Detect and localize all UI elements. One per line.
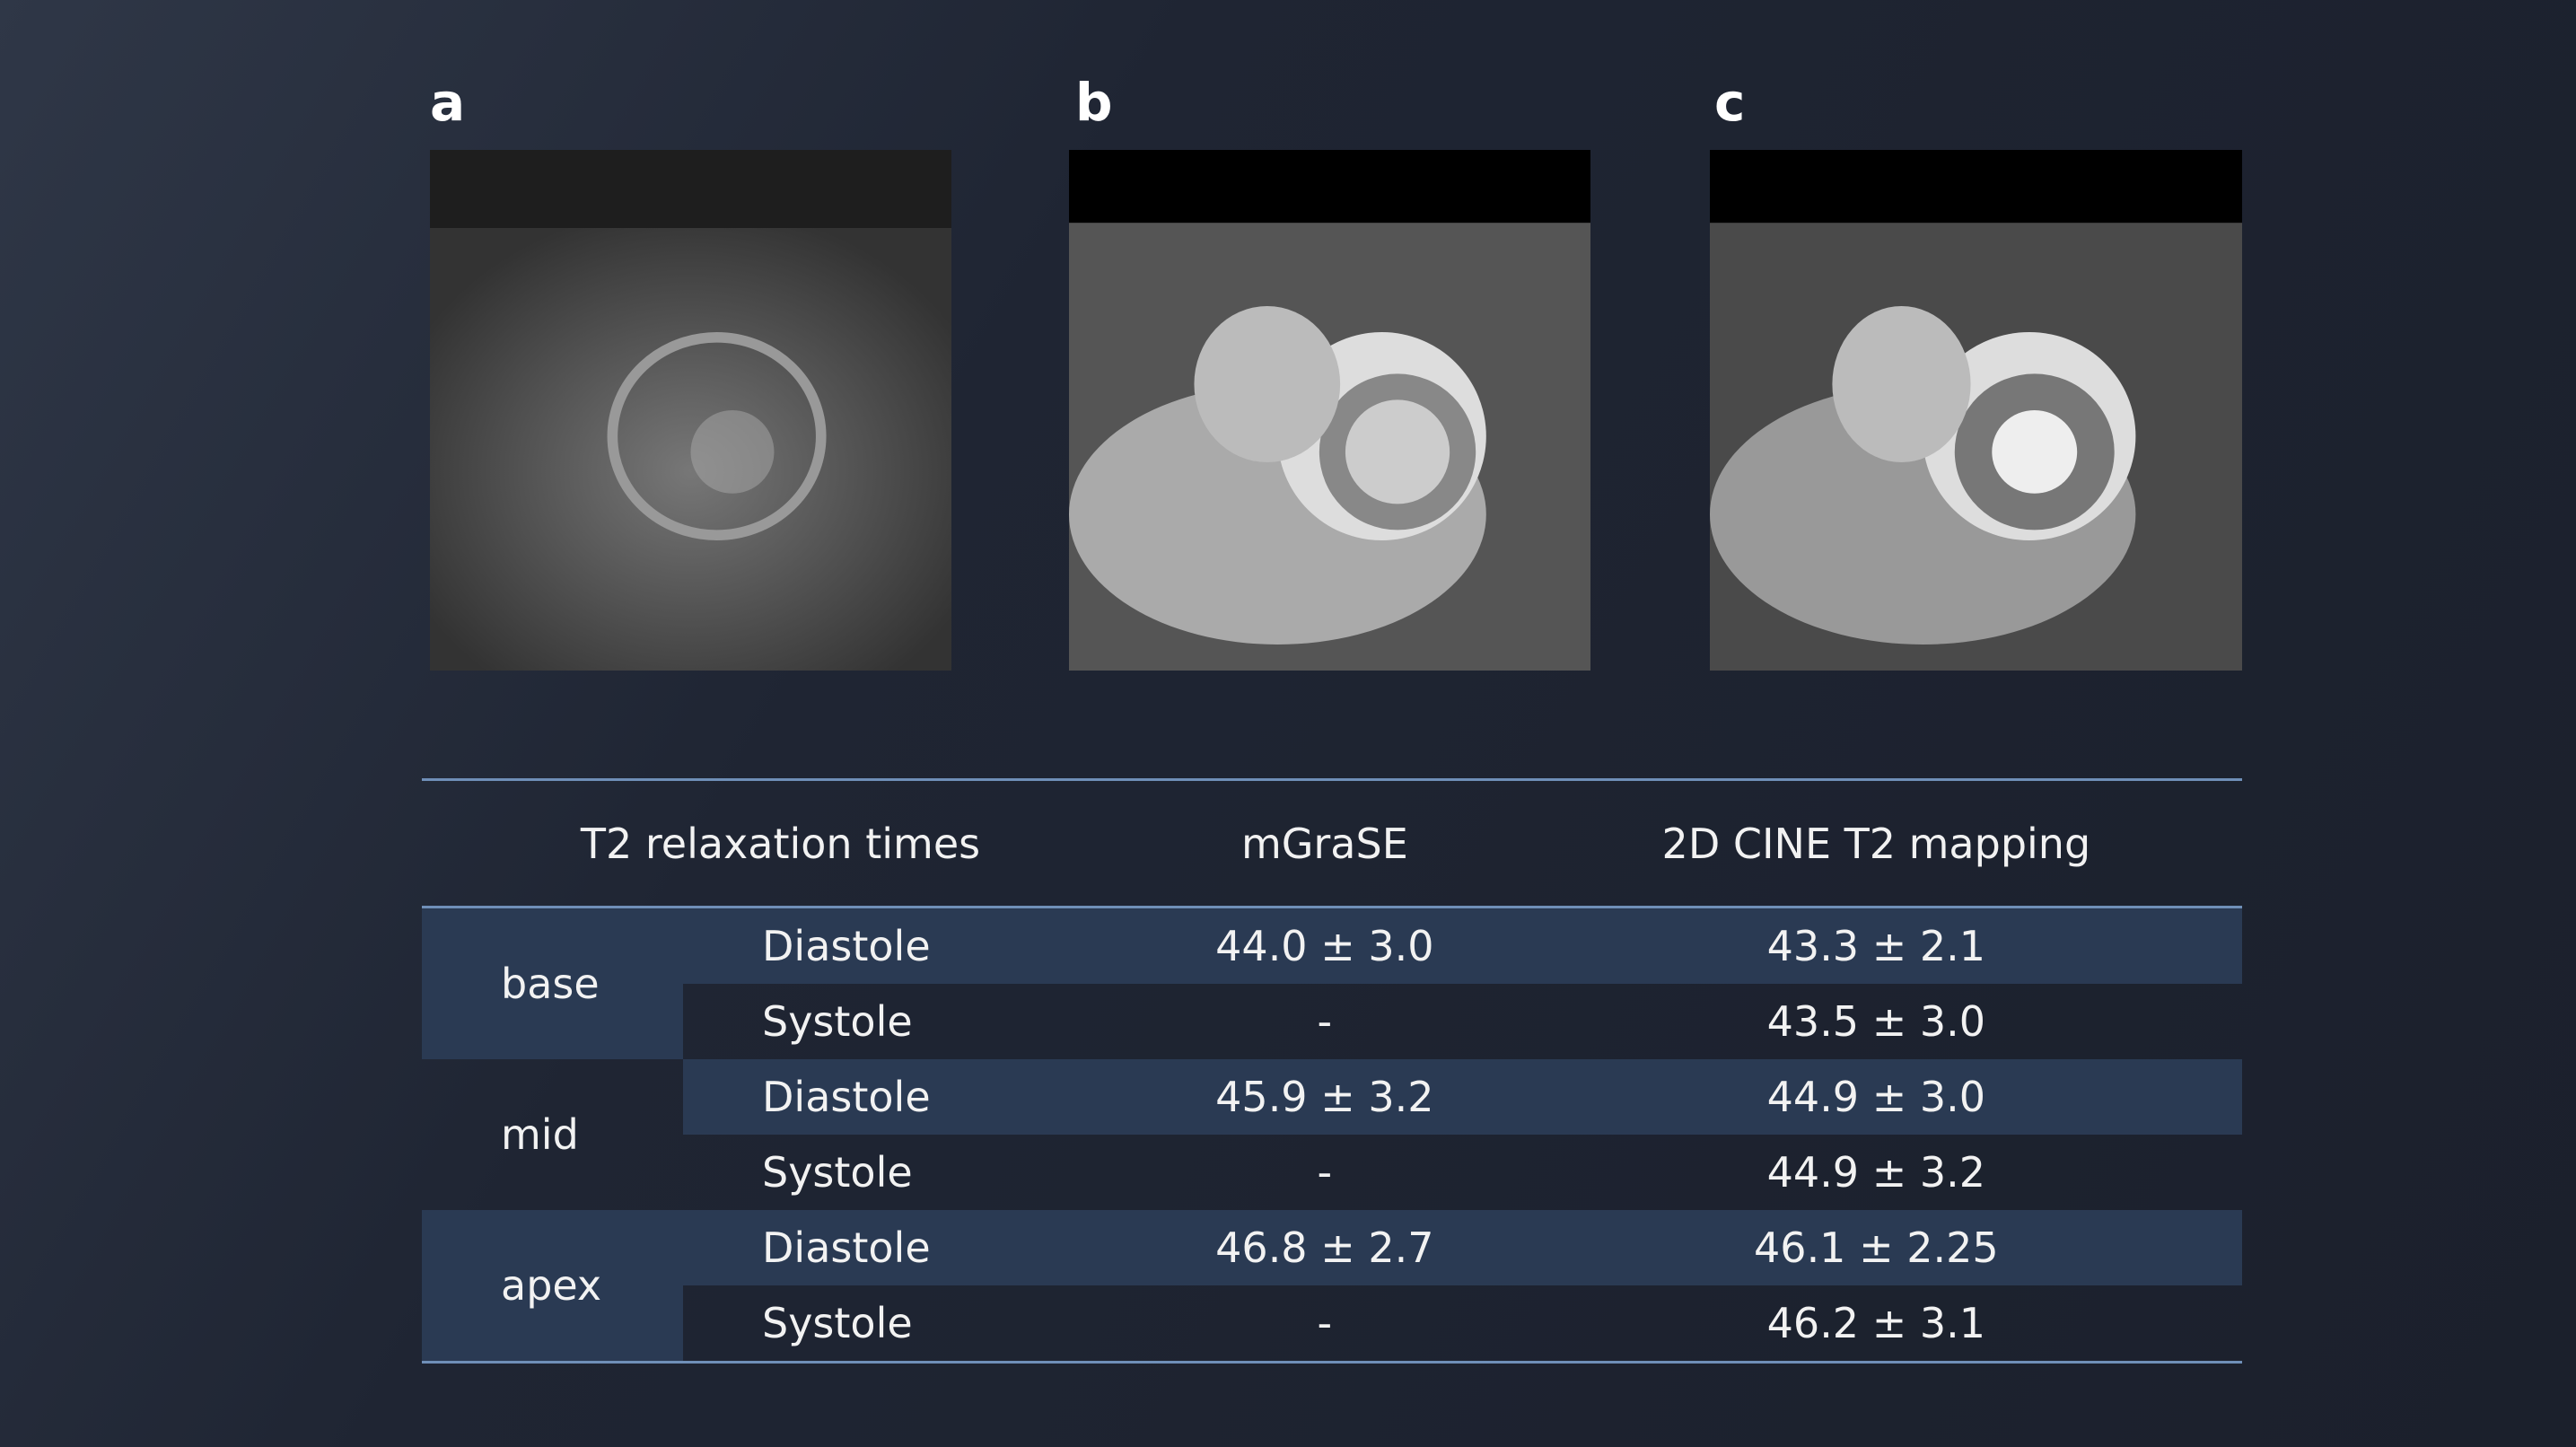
phase-cell: Diastole: [683, 1210, 1139, 1285]
group-cell: apex: [422, 1210, 683, 1363]
t2-table: T2 relaxation times mGraSE 2D CINE T2 ma…: [422, 778, 2242, 1364]
group-cell: base: [422, 907, 683, 1059]
phase-cell: Diastole: [683, 1059, 1139, 1135]
mri-image: [430, 150, 951, 671]
header-cell: 2D CINE T2 mapping: [1510, 779, 2242, 908]
value-cell: -: [1317, 1299, 1333, 1347]
mri-image: [1710, 150, 2242, 671]
value-cell: 43.3 ± 2.1: [1510, 907, 2242, 984]
value-cell: 44.9 ± 3.0: [1510, 1059, 2242, 1135]
group-cell: mid: [501, 1110, 579, 1159]
phase-cell: Systole: [762, 997, 913, 1046]
phase-cell: Systole: [762, 1299, 913, 1347]
value-cell: 43.5 ± 3.0: [1766, 997, 1986, 1046]
header-cell: T2 relaxation times: [422, 779, 1139, 908]
value-cell: 44.9 ± 3.2: [1766, 1148, 1986, 1197]
panel-label: a: [430, 72, 466, 133]
value-cell: 45.9 ± 3.2: [1139, 1059, 1511, 1135]
value-cell: -: [1317, 997, 1333, 1046]
value-cell: -: [1317, 1148, 1333, 1197]
mri-image: [1069, 150, 1590, 671]
value-cell: 46.1 ± 2.25: [1510, 1210, 2242, 1285]
header-cell: mGraSE: [1139, 779, 1511, 908]
value-cell: 44.0 ± 3.0: [1139, 907, 1511, 984]
value-cell: 46.2 ± 3.1: [1766, 1299, 1986, 1347]
panel-label: b: [1075, 72, 1113, 133]
phase-cell: Diastole: [683, 907, 1139, 984]
value-cell: 46.8 ± 2.7: [1139, 1210, 1511, 1285]
panel-label: c: [1714, 72, 1746, 133]
phase-cell: Systole: [762, 1148, 913, 1197]
